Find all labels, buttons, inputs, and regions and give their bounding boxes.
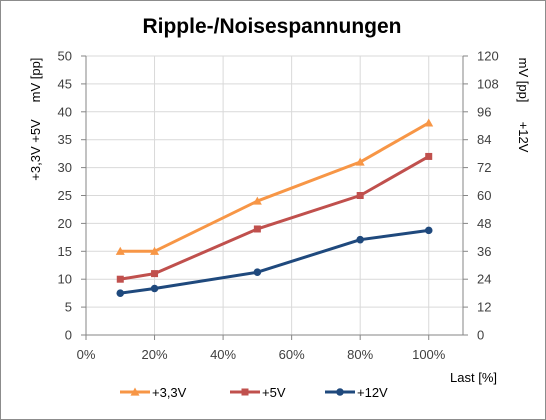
x-tick-label: 60%	[279, 347, 305, 362]
data-point-3-3v	[252, 196, 262, 205]
right-tick-label: 120	[477, 49, 499, 64]
right-tick-label: 12	[477, 300, 491, 315]
legend-label-12v: +12V	[357, 385, 388, 400]
right-axis-unit-label: mV [pp]	[516, 58, 531, 103]
right-tick-label: 36	[477, 244, 491, 259]
data-point-3-3v	[115, 246, 125, 255]
data-point-3-3v	[150, 246, 160, 255]
plot-area: 0 0 5 12 10 24 15 36 20 48 25 60 30 72 35 84 40 96 45 108 50…	[58, 49, 499, 363]
left-tick-label: 10	[58, 272, 72, 287]
left-tick-label: 45	[58, 76, 72, 91]
right-tick-label: 48	[477, 216, 491, 231]
legend-label-5v: +5V	[262, 385, 286, 400]
x-tick-label: 40%	[210, 347, 236, 362]
legend-marker-5v	[241, 388, 249, 396]
data-point-12v	[253, 268, 262, 277]
right-tick-label: 108	[477, 76, 499, 91]
x-tick-label: 100%	[412, 347, 446, 362]
data-point-12v	[356, 235, 364, 244]
data-point-3-3v	[424, 118, 434, 127]
left-tick-label: 40	[58, 104, 72, 119]
legend-label-3-3v: +3,3V	[152, 385, 187, 400]
right-tick-label: 84	[477, 132, 491, 147]
left-tick-label: 20	[58, 216, 72, 231]
data-point-5v	[116, 275, 124, 283]
right-tick-label: 72	[477, 160, 491, 175]
data-point-5v	[425, 152, 433, 160]
right-tick-label: 96	[477, 104, 491, 119]
x-tick-label: 80%	[347, 347, 373, 362]
left-tick-label: 50	[58, 49, 72, 64]
data-point-12v	[150, 284, 159, 293]
data-point-3-3v	[355, 157, 365, 166]
right-tick-label: 60	[477, 188, 491, 203]
legend-marker-12v	[336, 388, 344, 396]
right-axis-series-label: +12V	[516, 122, 531, 153]
left-axis-series-label: +3,3V +5V	[28, 119, 43, 181]
x-axis-label: Last [%]	[450, 370, 497, 385]
data-point-5v	[151, 270, 159, 278]
left-tick-label: 15	[58, 244, 72, 259]
left-tick-label: 5	[65, 300, 72, 315]
data-point-12v	[116, 289, 125, 297]
left-tick-label: 30	[58, 160, 72, 175]
left-tick-label: 25	[58, 188, 72, 203]
right-tick-label: 0	[477, 328, 484, 343]
data-point-5v	[253, 225, 261, 233]
right-tick-label: 24	[477, 272, 491, 287]
legend-marker-3-3v	[130, 387, 140, 396]
x-tick-label: 20%	[142, 347, 168, 362]
chart-title: Ripple-/Noisespannungen	[142, 15, 401, 38]
x-tick-label: 0%	[77, 347, 96, 362]
legend: +3,3V +5V +12V	[120, 385, 388, 400]
left-tick-label: 35	[58, 132, 72, 147]
data-point-12v	[424, 226, 433, 235]
left-tick-label: 0	[65, 328, 72, 343]
series-layer	[115, 118, 434, 297]
data-point-5v	[356, 192, 364, 199]
axes: 0 0 5 12 10 24 15 36 20 48 25 60 30 72 35 84 40 96 45 108 50…	[58, 49, 499, 363]
left-axis-unit-label: mV [pp]	[28, 58, 43, 103]
